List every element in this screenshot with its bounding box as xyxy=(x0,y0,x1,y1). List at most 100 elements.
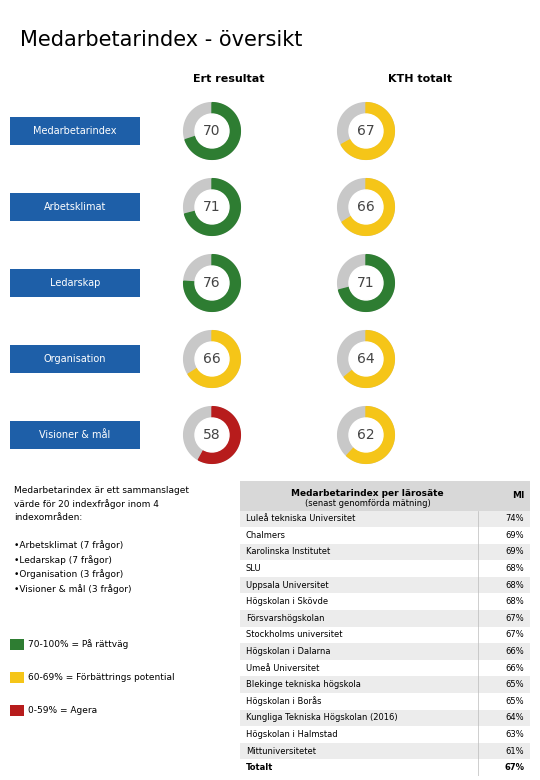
Text: Arbetsklimat: Arbetsklimat xyxy=(44,202,106,212)
Polygon shape xyxy=(338,331,394,388)
Text: Försvarshögskolan: Försvarshögskolan xyxy=(246,614,325,623)
Circle shape xyxy=(349,114,383,148)
Text: Medarbetarindex är ett sammanslaget
värde för 20 indexfrågor inom 4
indexområden: Medarbetarindex är ett sammanslaget värd… xyxy=(15,486,190,594)
Polygon shape xyxy=(344,331,394,388)
Polygon shape xyxy=(185,103,240,159)
FancyBboxPatch shape xyxy=(10,117,140,145)
Text: Ert resultat: Ert resultat xyxy=(193,74,265,84)
Text: Chalmers: Chalmers xyxy=(246,531,286,540)
Bar xyxy=(240,527,530,544)
Text: Högskolan i Halmstad: Högskolan i Halmstad xyxy=(246,730,338,739)
Polygon shape xyxy=(341,103,394,159)
Bar xyxy=(240,481,530,510)
Circle shape xyxy=(195,418,229,452)
Bar xyxy=(240,760,530,776)
Text: 71: 71 xyxy=(357,276,375,290)
Bar xyxy=(240,577,530,594)
Polygon shape xyxy=(338,254,394,311)
Bar xyxy=(240,743,530,760)
Circle shape xyxy=(349,266,383,300)
Polygon shape xyxy=(347,406,394,463)
Bar xyxy=(240,644,530,660)
Polygon shape xyxy=(198,406,240,463)
Text: 69%: 69% xyxy=(505,531,524,540)
Polygon shape xyxy=(184,254,240,311)
Text: Karolinska Institutet: Karolinska Institutet xyxy=(246,548,330,556)
Bar xyxy=(240,544,530,560)
Polygon shape xyxy=(338,179,394,236)
Text: 58: 58 xyxy=(203,428,221,442)
FancyBboxPatch shape xyxy=(10,269,140,297)
Bar xyxy=(240,610,530,626)
Text: (senast genomförda mätning): (senast genomförda mätning) xyxy=(305,499,430,509)
Text: KTH totalt: KTH totalt xyxy=(388,74,452,84)
Text: 70-100% = På rättväg: 70-100% = På rättväg xyxy=(28,640,129,649)
Bar xyxy=(240,626,530,644)
Circle shape xyxy=(195,342,229,376)
Text: Högskolan i Borås: Högskolan i Borås xyxy=(246,697,321,706)
Text: 66: 66 xyxy=(203,352,221,366)
Text: Organisation: Organisation xyxy=(44,354,106,364)
Polygon shape xyxy=(184,179,240,236)
Text: MI: MI xyxy=(512,491,524,500)
Circle shape xyxy=(195,114,229,148)
Polygon shape xyxy=(338,406,394,463)
Text: 67%: 67% xyxy=(504,763,524,772)
Text: Visioner & mål: Visioner & mål xyxy=(39,430,111,440)
Text: Mittuniversitetet: Mittuniversitetet xyxy=(246,746,316,756)
Text: 74%: 74% xyxy=(505,514,524,523)
Text: 69%: 69% xyxy=(505,548,524,556)
Polygon shape xyxy=(184,406,240,463)
Text: 66%: 66% xyxy=(505,647,524,656)
Text: 66%: 66% xyxy=(505,664,524,672)
Text: Kungliga Tekniska Högskolan (2016): Kungliga Tekniska Högskolan (2016) xyxy=(246,714,397,722)
Text: 65%: 65% xyxy=(505,697,524,706)
Text: Uppsala Universitet: Uppsala Universitet xyxy=(246,580,328,590)
Text: 70: 70 xyxy=(203,124,221,138)
Text: 65%: 65% xyxy=(505,680,524,690)
Polygon shape xyxy=(184,331,240,388)
Text: Medarbetarindex: Medarbetarindex xyxy=(33,126,117,136)
Bar xyxy=(10,704,24,716)
Polygon shape xyxy=(185,179,240,236)
Text: 63%: 63% xyxy=(505,730,524,739)
Text: 67: 67 xyxy=(357,124,375,138)
Text: Umeå Universitet: Umeå Universitet xyxy=(246,664,319,672)
Polygon shape xyxy=(188,331,240,388)
Bar xyxy=(240,693,530,710)
Text: SLU: SLU xyxy=(246,564,261,573)
Text: 0-59% = Agera: 0-59% = Agera xyxy=(28,706,97,714)
Text: 76: 76 xyxy=(203,276,221,290)
FancyBboxPatch shape xyxy=(10,421,140,449)
Text: 61%: 61% xyxy=(505,746,524,756)
Bar xyxy=(10,639,24,650)
Bar xyxy=(240,510,530,527)
Circle shape xyxy=(349,418,383,452)
Text: Medarbetarindex - översikt: Medarbetarindex - översikt xyxy=(21,30,303,50)
Text: 66: 66 xyxy=(357,200,375,214)
Text: Blekinge tekniska högskola: Blekinge tekniska högskola xyxy=(246,680,361,690)
Text: Luleå tekniska Universitet: Luleå tekniska Universitet xyxy=(246,514,355,523)
Circle shape xyxy=(349,190,383,224)
Bar xyxy=(240,726,530,743)
Text: Stockholms universitet: Stockholms universitet xyxy=(246,630,342,640)
Text: 67%: 67% xyxy=(505,630,524,640)
Text: 64%: 64% xyxy=(505,714,524,722)
Text: Högskolan i Skövde: Högskolan i Skövde xyxy=(246,597,328,606)
Circle shape xyxy=(195,190,229,224)
Bar xyxy=(240,594,530,610)
Text: Totalt: Totalt xyxy=(246,763,273,772)
Text: 60-69% = Förbättrings potential: 60-69% = Förbättrings potential xyxy=(28,672,174,682)
FancyBboxPatch shape xyxy=(10,193,140,221)
Bar xyxy=(240,560,530,577)
Text: 62: 62 xyxy=(357,428,375,442)
Polygon shape xyxy=(342,179,394,236)
Text: 64: 64 xyxy=(357,352,375,366)
Circle shape xyxy=(195,266,229,300)
Text: 68%: 68% xyxy=(505,564,524,573)
Text: 71: 71 xyxy=(203,200,221,214)
FancyBboxPatch shape xyxy=(10,345,140,373)
Text: 68%: 68% xyxy=(505,580,524,590)
Text: Högskolan i Dalarna: Högskolan i Dalarna xyxy=(246,647,330,656)
Bar xyxy=(240,660,530,676)
